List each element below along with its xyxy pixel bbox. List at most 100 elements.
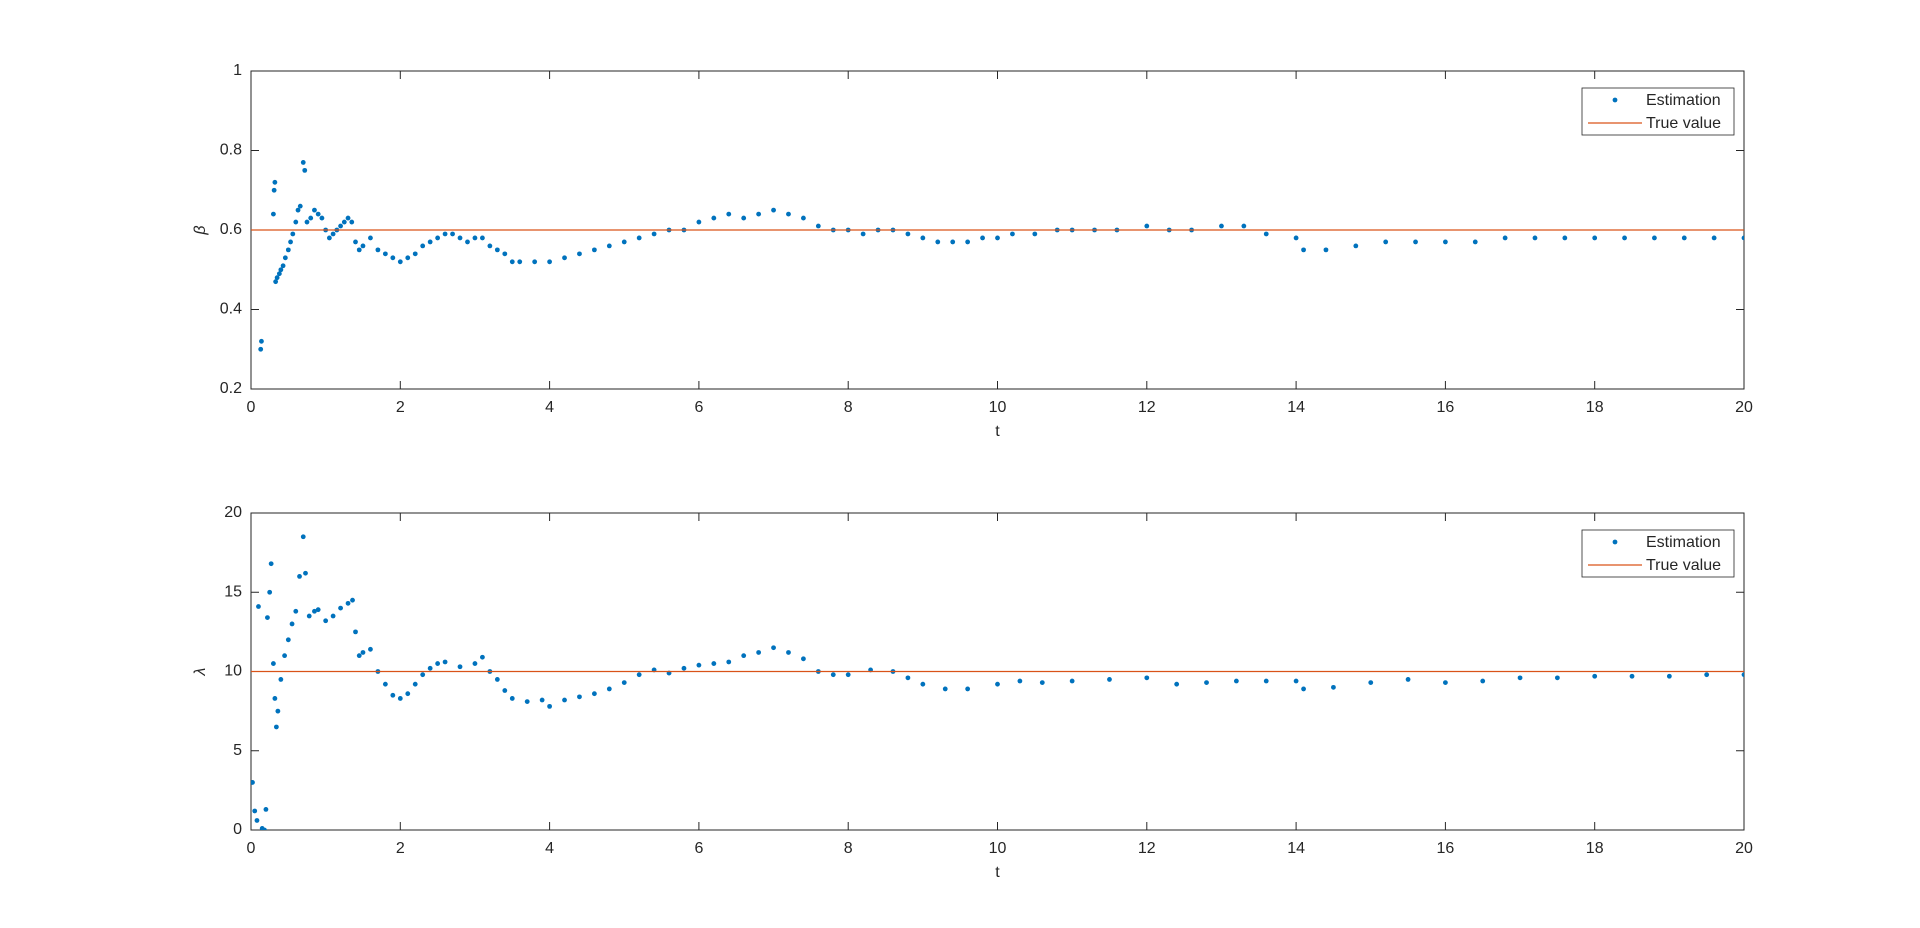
estimation-point bbox=[547, 703, 552, 709]
estimation-point bbox=[300, 534, 306, 540]
estimation-point bbox=[303, 570, 308, 576]
x-axis-label: t bbox=[995, 423, 1000, 440]
estimation-point bbox=[397, 696, 403, 701]
estimation-point bbox=[1383, 239, 1389, 245]
x-tick-label: 20 bbox=[1735, 840, 1753, 857]
data-layer bbox=[251, 160, 1744, 352]
estimation-point bbox=[1711, 235, 1717, 241]
estimation-point bbox=[338, 223, 343, 229]
estimation-point bbox=[427, 665, 433, 671]
x-tick-label: 20 bbox=[1735, 399, 1753, 416]
estimation-point bbox=[345, 600, 351, 606]
estimation-point bbox=[786, 650, 791, 655]
estimation-point bbox=[285, 247, 291, 253]
estimation-point bbox=[435, 661, 441, 666]
estimation-point bbox=[412, 681, 418, 687]
estimation-point bbox=[1592, 235, 1598, 241]
y-tick-label: 0 bbox=[233, 821, 242, 838]
x-tick-label: 10 bbox=[989, 840, 1007, 857]
x-tick-label: 14 bbox=[1287, 399, 1305, 416]
estimation-point bbox=[830, 672, 836, 678]
estimation-point bbox=[282, 653, 287, 659]
legend-label: True value bbox=[1646, 115, 1721, 132]
estimation-point bbox=[1413, 239, 1418, 245]
y-tick-label: 0.8 bbox=[220, 142, 242, 159]
estimation-point bbox=[1704, 672, 1710, 678]
estimation-point bbox=[323, 618, 329, 624]
estimation-point bbox=[1174, 681, 1180, 687]
estimation-point bbox=[726, 659, 732, 665]
estimation-point bbox=[786, 211, 791, 217]
estimation-point bbox=[1263, 231, 1269, 237]
estimation-point bbox=[254, 818, 260, 823]
estimation-point bbox=[288, 239, 293, 245]
estimation-point bbox=[1480, 678, 1486, 684]
y-tick-label: 0.6 bbox=[220, 221, 242, 238]
estimation-point bbox=[1017, 678, 1023, 684]
estimation-point bbox=[1233, 678, 1239, 684]
estimation-point bbox=[920, 681, 926, 687]
estimation-point bbox=[345, 215, 351, 221]
legend-box bbox=[1581, 87, 1735, 136]
estimation-point bbox=[1010, 231, 1015, 237]
x-tick-label: 12 bbox=[1138, 840, 1156, 857]
estimation-point bbox=[349, 219, 355, 225]
x-tick-label: 0 bbox=[247, 840, 256, 857]
x-tick-label: 16 bbox=[1437, 399, 1455, 416]
estimation-point bbox=[390, 255, 396, 261]
estimation-point bbox=[696, 219, 702, 225]
estimation-point bbox=[319, 215, 325, 221]
estimation-point bbox=[251, 780, 255, 785]
estimation-point bbox=[278, 267, 284, 273]
estimation-point bbox=[980, 235, 985, 241]
legend: Estimation True value bbox=[1581, 529, 1735, 578]
estimation-point bbox=[1144, 223, 1150, 229]
estimation-point bbox=[272, 696, 278, 701]
estimation-point bbox=[360, 243, 366, 249]
estimation-point bbox=[356, 653, 362, 659]
estimation-point bbox=[341, 219, 347, 225]
estimation-point bbox=[487, 243, 493, 249]
x-tick-label: 2 bbox=[396, 840, 405, 857]
estimation-point bbox=[1069, 678, 1075, 684]
estimation-point bbox=[295, 207, 301, 213]
x-tick-label: 16 bbox=[1437, 840, 1455, 857]
x-tick-label: 14 bbox=[1287, 840, 1305, 857]
estimation-point bbox=[350, 597, 355, 603]
x-tick-label: 6 bbox=[694, 840, 703, 857]
estimation-point bbox=[282, 255, 288, 261]
estimation-point bbox=[306, 613, 312, 619]
estimation-point bbox=[330, 613, 336, 619]
estimation-point bbox=[950, 239, 956, 245]
axes: 0 2 4 6 8 10 12 14 16 18 20 0.2 0.4 0.6 0.8 1 t β Estimati… bbox=[192, 62, 1753, 440]
y-tick-label: 0.4 bbox=[220, 301, 242, 318]
estimation-point bbox=[304, 219, 310, 225]
estimation-point bbox=[457, 664, 463, 670]
estimation-point bbox=[1032, 231, 1038, 237]
estimation-point bbox=[942, 686, 948, 692]
estimation-point bbox=[405, 691, 411, 697]
estimation-point bbox=[270, 661, 276, 666]
x-tick-label: 12 bbox=[1138, 399, 1156, 416]
y-tick-label: 0.2 bbox=[220, 380, 242, 397]
y-axis-label: λ bbox=[192, 667, 209, 676]
estimation-point bbox=[1554, 675, 1560, 681]
estimation-point bbox=[259, 338, 264, 344]
estimation-point bbox=[1263, 678, 1269, 684]
estimation-point bbox=[1293, 678, 1299, 684]
y-tick-label: 1 bbox=[233, 62, 242, 79]
estimation-point bbox=[591, 691, 597, 697]
estimation-point bbox=[502, 688, 508, 693]
estimation-point bbox=[300, 160, 306, 165]
estimation-point bbox=[390, 692, 396, 698]
estimation-point bbox=[801, 656, 806, 662]
legend-label: True value bbox=[1646, 557, 1721, 574]
estimation-point bbox=[845, 672, 851, 678]
estimation-point bbox=[905, 675, 911, 681]
estimation-point bbox=[302, 167, 308, 173]
estimation-point bbox=[265, 615, 270, 621]
estimation-point bbox=[965, 239, 971, 245]
estimation-point bbox=[621, 239, 627, 245]
y-tick-label: 15 bbox=[224, 583, 242, 600]
